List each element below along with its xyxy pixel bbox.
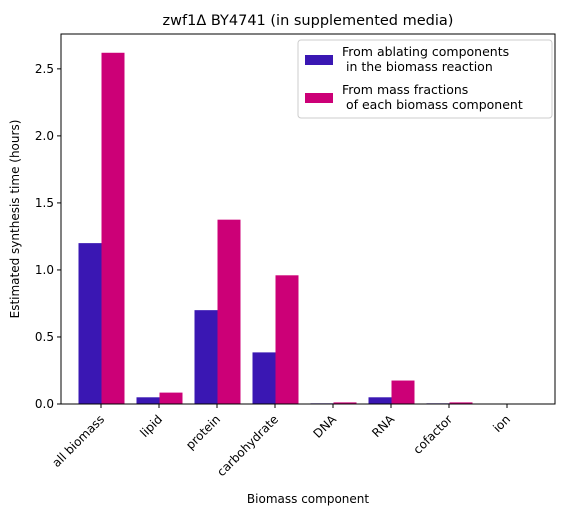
y-tick-label: 2.5 <box>35 62 54 76</box>
x-tick-label: lipid <box>137 412 165 440</box>
bar-series1-lipid <box>137 397 160 404</box>
y-tick-label: 2.0 <box>35 129 54 143</box>
bar-series2-all-biomass <box>102 53 125 404</box>
x-tick-label: carbohydrate <box>214 412 281 479</box>
bar-series1-all-biomass <box>79 243 102 404</box>
bar-series1-RNA <box>369 397 392 404</box>
legend-swatch <box>305 55 333 65</box>
x-tick-label: cofactor <box>410 412 455 457</box>
x-tick-label: ion <box>490 412 513 435</box>
x-tick-label: protein <box>183 412 223 452</box>
bar-series2-RNA <box>392 381 415 404</box>
y-tick-label: 1.5 <box>35 196 54 210</box>
y-tick-label: 1.0 <box>35 263 54 277</box>
x-axis-label: Biomass component <box>247 492 369 506</box>
y-axis: 0.0 0.5 1.0 1.5 2.0 2.5 <box>35 62 61 411</box>
bar-series1-carbohydrate <box>253 352 276 404</box>
legend-swatch <box>305 93 333 103</box>
legend-label: of each biomass component <box>342 97 523 112</box>
bar-series1-protein <box>195 310 218 404</box>
legend: From ablating components in the biomass … <box>298 40 552 118</box>
y-tick-label: 0.0 <box>35 397 54 411</box>
x-tick-label: RNA <box>369 412 398 441</box>
x-tick-label: all biomass <box>49 412 107 470</box>
y-axis-label: Estimated synthesis time (hours) <box>8 120 22 319</box>
legend-label: From ablating components <box>342 44 509 59</box>
bar-series2-protein <box>218 220 241 404</box>
legend-label: in the biomass reaction <box>342 59 493 74</box>
bar-series2-lipid <box>160 393 183 404</box>
chart-title: zwf1Δ BY4741 (in supplemented media) <box>163 13 454 29</box>
bar-series2-carbohydrate <box>276 275 299 404</box>
y-tick-label: 0.5 <box>35 330 54 344</box>
legend-label: From mass fractions <box>342 82 468 97</box>
x-tick-label: DNA <box>311 412 340 441</box>
